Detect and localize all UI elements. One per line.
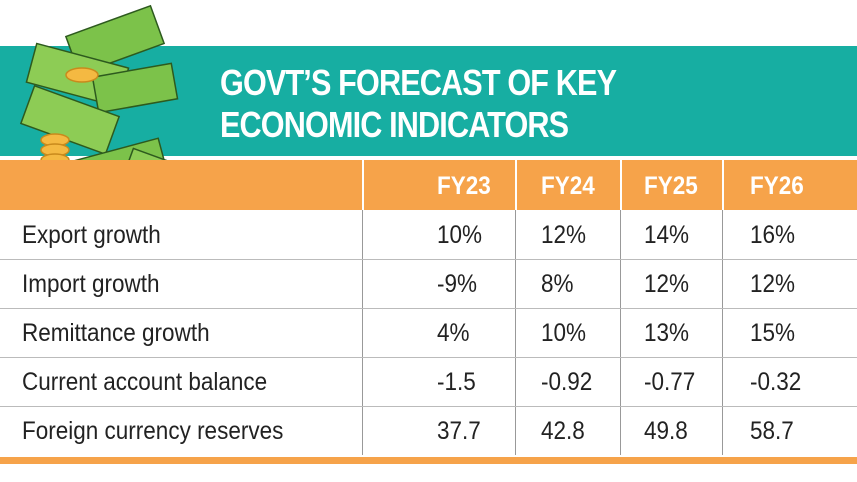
header-divider (620, 160, 622, 210)
row-label: Import growth (22, 270, 160, 298)
row-label: Remittance growth (22, 319, 210, 347)
column-header: FY24 (541, 172, 595, 200)
row-label: Foreign currency reserves (22, 417, 284, 445)
cell-value: 16% (750, 221, 796, 249)
cell-value: 12% (541, 221, 587, 249)
cell-value: -9% (437, 270, 478, 298)
cell-value: -0.32 (750, 368, 802, 396)
header-divider (362, 160, 364, 210)
cell-value: 14% (644, 221, 690, 249)
cell-value: -0.77 (644, 368, 696, 396)
header-row (0, 160, 857, 210)
cell-value: 10% (437, 221, 483, 249)
column-divider (722, 210, 723, 455)
row-label: Export growth (22, 221, 161, 249)
cell-value: 12% (644, 270, 690, 298)
title-line: ECONOMIC INDICATORS (220, 104, 569, 145)
column-divider (515, 210, 516, 455)
bottom-rule (0, 457, 857, 464)
cell-value: 42.8 (541, 417, 585, 445)
cell-value: -1.5 (437, 368, 476, 396)
column-divider (620, 210, 621, 455)
row-label: Current account balance (22, 368, 268, 396)
header-divider (515, 160, 517, 210)
header-divider (722, 160, 724, 210)
cell-value: 15% (750, 319, 796, 347)
cell-value: 37.7 (437, 417, 481, 445)
cell-value: 58.7 (750, 417, 794, 445)
column-divider (362, 210, 363, 455)
row-divider (0, 259, 857, 260)
row-divider (0, 406, 857, 407)
row-divider (0, 308, 857, 309)
row-divider (0, 357, 857, 358)
cell-value: 12% (750, 270, 796, 298)
title-line: GOVT’S FORECAST OF KEY (220, 62, 617, 103)
column-header: FY23 (437, 172, 491, 200)
column-header: FY25 (644, 172, 698, 200)
cell-value: 49.8 (644, 417, 688, 445)
cell-value: -0.92 (541, 368, 593, 396)
cell-value: 8% (541, 270, 574, 298)
cell-value: 4% (437, 319, 470, 347)
cell-value: 13% (644, 319, 690, 347)
column-header: FY26 (750, 172, 804, 200)
cell-value: 10% (541, 319, 587, 347)
